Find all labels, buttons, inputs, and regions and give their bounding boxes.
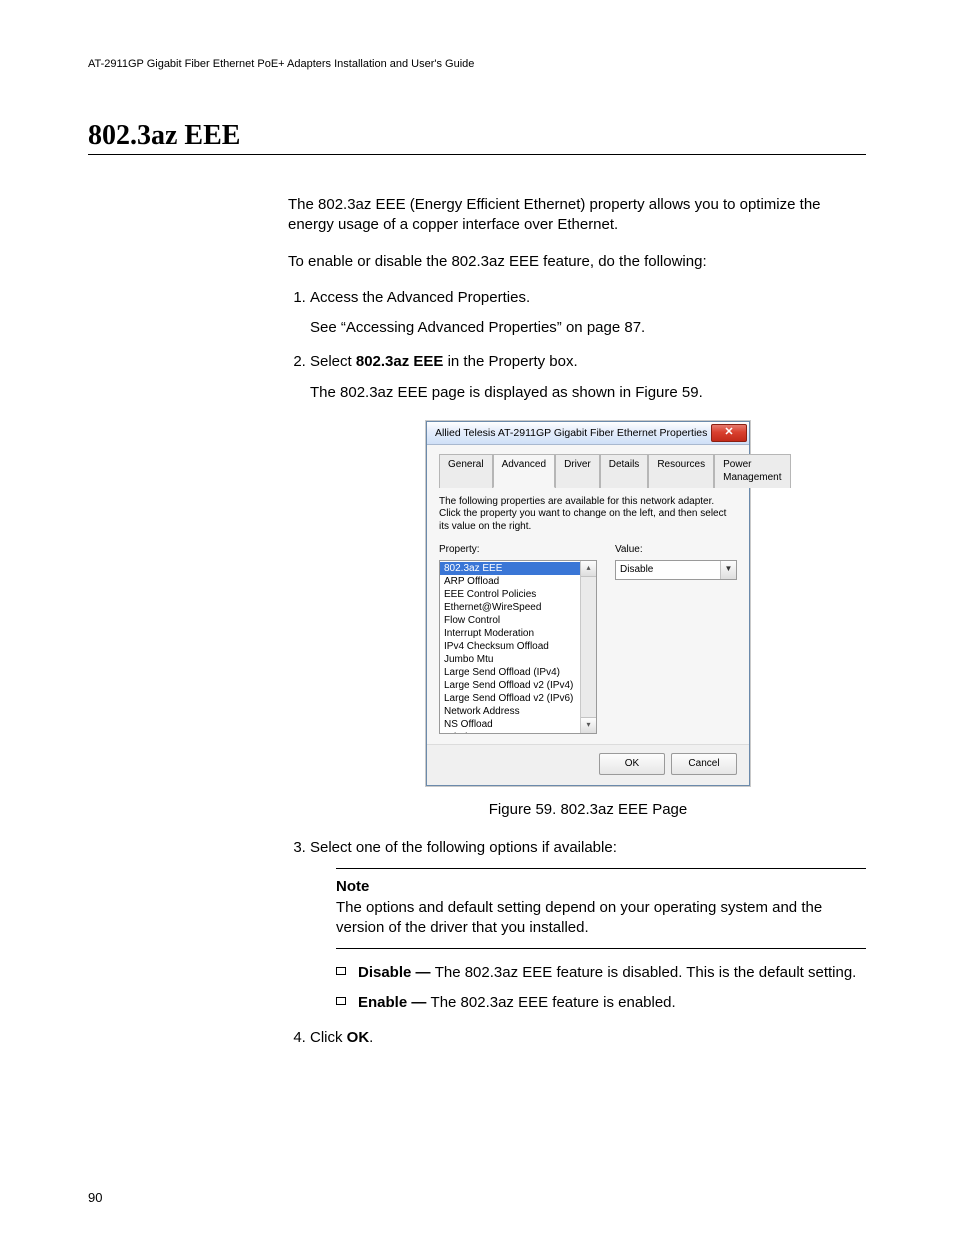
value-dropdown[interactable]: Disable ▼ <box>615 560 737 580</box>
step-3-text: Select one of the following options if a… <box>310 839 617 856</box>
option-disable-label: Disable — <box>358 964 435 981</box>
property-list-item[interactable]: Interrupt Moderation <box>440 627 580 640</box>
value-label: Value: <box>615 543 737 557</box>
property-list-item[interactable]: ARP Offload <box>440 575 580 588</box>
step-2-post: in the Property box. <box>443 353 577 370</box>
property-list-item[interactable]: Large Send Offload v2 (IPv6) <box>440 692 580 705</box>
property-list-item[interactable]: Flow Control <box>440 614 580 627</box>
property-list-item[interactable]: Ethernet@WireSpeed <box>440 601 580 614</box>
note-block: Note The options and default setting dep… <box>336 868 866 949</box>
section-title: 802.3az EEE <box>88 120 866 155</box>
tab-power-management[interactable]: Power Management <box>714 454 790 488</box>
step-2-pre: Select <box>310 353 356 370</box>
dialog-titlebar: Allied Telesis AT-2911GP Gigabit Fiber E… <box>427 422 749 445</box>
step-1-text: Access the Advanced Properties. <box>310 289 530 306</box>
note-label: Note <box>336 877 866 897</box>
step-2: Select 802.3az EEE in the Property box. … <box>310 352 866 820</box>
step-2-sub: The 802.3az EEE page is displayed as sho… <box>310 383 866 403</box>
intro-paragraph-1: The 802.3az EEE (Energy Efficient Ethern… <box>288 195 866 236</box>
property-listbox[interactable]: 802.3az EEEARP OffloadEEE Control Polici… <box>439 560 597 734</box>
dialog-tabs: General Advanced Driver Details Resource… <box>439 453 737 488</box>
properties-dialog: Allied Telesis AT-2911GP Gigabit Fiber E… <box>426 421 750 786</box>
close-button[interactable]: ✕ <box>711 424 747 442</box>
property-list-item[interactable]: EEE Control Policies <box>440 588 580 601</box>
scroll-up-button[interactable]: ▴ <box>581 561 596 577</box>
tab-advanced[interactable]: Advanced <box>493 454 555 488</box>
dialog-button-row: OK Cancel <box>427 744 749 785</box>
option-disable-body: The 802.3az EEE feature is disabled. Thi… <box>435 964 857 981</box>
steps-list: Access the Advanced Properties. See “Acc… <box>288 288 866 1048</box>
option-enable: Enable — The 802.3az EEE feature is enab… <box>336 993 866 1013</box>
property-list-item[interactable]: Large Send Offload (IPv4) <box>440 666 580 679</box>
property-list-item[interactable]: IPv4 Checksum Offload <box>440 640 580 653</box>
step-4-pre: Click <box>310 1029 347 1046</box>
close-icon: ✕ <box>724 427 733 438</box>
figure-wrap: Allied Telesis AT-2911GP Gigabit Fiber E… <box>310 421 866 786</box>
option-disable: Disable — The 802.3az EEE feature is dis… <box>336 963 866 983</box>
running-header: AT-2911GP Gigabit Fiber Ethernet PoE+ Ad… <box>88 58 866 70</box>
dialog-title: Allied Telesis AT-2911GP Gigabit Fiber E… <box>435 426 707 440</box>
property-list-item[interactable]: Large Send Offload v2 (IPv4) <box>440 679 580 692</box>
property-list-item[interactable]: Network Address <box>440 705 580 718</box>
property-list-item[interactable]: Jumbo Mtu <box>440 653 580 666</box>
ok-button[interactable]: OK <box>599 753 665 775</box>
listbox-scrollbar[interactable]: ▴ ▾ <box>580 561 596 733</box>
tab-general[interactable]: General <box>439 454 493 488</box>
step-4: Click OK. <box>310 1028 866 1048</box>
option-enable-label: Enable — <box>358 994 431 1011</box>
page-number: 90 <box>88 1190 102 1205</box>
step-3: Select one of the following options if a… <box>310 838 866 1014</box>
dialog-description: The following properties are available f… <box>439 496 737 534</box>
note-body: The options and default setting depend o… <box>336 898 866 939</box>
tab-details[interactable]: Details <box>600 454 649 488</box>
option-enable-body: The 802.3az EEE feature is enabled. <box>431 994 676 1011</box>
step-2-bold: 802.3az EEE <box>356 353 444 370</box>
tab-resources[interactable]: Resources <box>648 454 714 488</box>
step-1-sub: See “Accessing Advanced Properties” on p… <box>310 318 866 338</box>
intro-paragraph-2: To enable or disable the 802.3az EEE fea… <box>288 252 866 272</box>
figure-caption: Figure 59. 802.3az EEE Page <box>310 800 866 820</box>
body-column: The 802.3az EEE (Energy Efficient Ethern… <box>288 195 866 1048</box>
options-list: Disable — The 802.3az EEE feature is dis… <box>310 963 866 1014</box>
cancel-button[interactable]: Cancel <box>671 753 737 775</box>
step-1: Access the Advanced Properties. See “Acc… <box>310 288 866 339</box>
property-list-item[interactable]: NS Offload <box>440 718 580 731</box>
step-4-bold: OK <box>347 1029 370 1046</box>
property-list-item[interactable]: Priority & VLAN <box>440 731 580 733</box>
scroll-down-button[interactable]: ▾ <box>581 717 596 733</box>
value-dropdown-text: Disable <box>616 561 720 579</box>
step-4-post: . <box>369 1029 373 1046</box>
property-label: Property: <box>439 543 597 557</box>
tab-driver[interactable]: Driver <box>555 454 600 488</box>
property-list-item[interactable]: 802.3az EEE <box>440 562 580 575</box>
dialog-body: General Advanced Driver Details Resource… <box>427 445 749 744</box>
chevron-down-icon: ▼ <box>720 561 736 579</box>
